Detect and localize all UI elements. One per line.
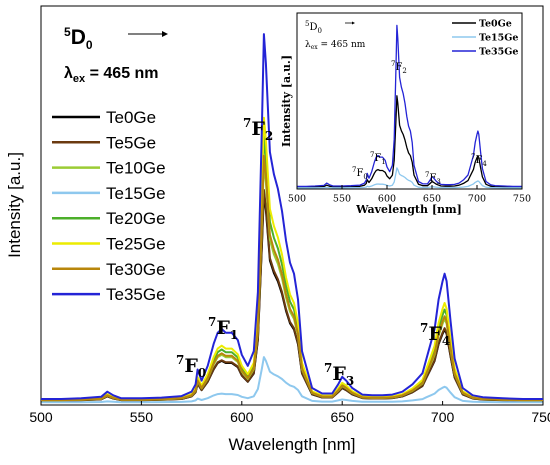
main-x-tick-label: 750 bbox=[531, 409, 550, 425]
main-legend-label: Te20Ge bbox=[106, 209, 166, 228]
main-series-group bbox=[41, 33, 543, 404]
main-legend-label: Te15Ge bbox=[106, 184, 166, 203]
inset-y-axis-label: Intensity [a.u.] bbox=[280, 55, 293, 147]
svg-text:7F2: 7F2 bbox=[391, 60, 407, 75]
main-annotation-7f1: 7F1 bbox=[208, 315, 238, 342]
main-legend-label: Te30Ge bbox=[106, 260, 166, 279]
svg-text:5D0: 5D0 bbox=[64, 25, 93, 52]
inset-x-tick-label: 650 bbox=[423, 194, 441, 205]
main-series-line-te15ge bbox=[41, 356, 543, 404]
main-annotation-7f4: 7F4 bbox=[420, 321, 450, 348]
svg-text:7F3: 7F3 bbox=[425, 171, 441, 186]
main-legend-label: Te10Ge bbox=[106, 159, 166, 178]
inset-x-ticks: 500 550 600 650 700 750 bbox=[288, 185, 531, 205]
main-series-line-te35ge bbox=[41, 33, 543, 400]
main-legend-label: Te5Ge bbox=[106, 133, 156, 152]
main-legend-label: Te35Ge bbox=[106, 285, 166, 304]
inset-excitation-state-label: 5D0 bbox=[305, 20, 322, 35]
inset-annotation-7f0: 7F0 bbox=[352, 166, 368, 181]
main-annotation-7f2: 7F2 bbox=[243, 116, 273, 143]
inset-series-group bbox=[297, 24, 522, 189]
main-x-tick-label: 650 bbox=[331, 409, 355, 425]
inset-legend-label: Te15Ge bbox=[479, 33, 518, 44]
main-plot-frame bbox=[40, 5, 544, 406]
main-series-line-te30ge bbox=[41, 154, 543, 402]
main-x-ticks: 500 550 600 650 700 750 bbox=[29, 401, 550, 425]
main-arrow-icon bbox=[128, 31, 168, 37]
main-y-axis-label: Intensity [a.u.] bbox=[5, 152, 24, 258]
inset-x-tick-label: 700 bbox=[468, 194, 486, 205]
svg-text:7F0: 7F0 bbox=[176, 353, 206, 380]
inset-annotation-7f2: 7F2 bbox=[391, 60, 407, 75]
main-annotation-7f3: 7F3 bbox=[324, 361, 354, 388]
svg-text:7F3: 7F3 bbox=[324, 361, 354, 388]
inset-annotation-7f4: 7F4 bbox=[471, 153, 487, 168]
main-legend-label: Te25Ge bbox=[106, 235, 166, 254]
main-x-tick-label: 500 bbox=[29, 409, 53, 425]
inset-excitation-label: λex = 465 nm bbox=[305, 40, 366, 51]
inset-plot-frame bbox=[296, 12, 523, 190]
main-excitation-state-label: 5D0 bbox=[64, 25, 93, 52]
svg-text:5D0: 5D0 bbox=[305, 20, 322, 35]
main-x-tick-label: 600 bbox=[230, 409, 254, 425]
inset-series-line-te35ge bbox=[297, 24, 522, 188]
inset-series-line-te15ge bbox=[297, 167, 522, 189]
inset-arrow-icon bbox=[345, 21, 355, 25]
inset-background bbox=[285, 8, 539, 216]
svg-text:7F4: 7F4 bbox=[420, 321, 450, 348]
inset-legend-label: Te35Ge bbox=[479, 47, 518, 58]
inset-series-line-te0ge bbox=[297, 95, 522, 188]
main-x-tick-label: 700 bbox=[431, 409, 455, 425]
inset-x-tick-label: 750 bbox=[513, 194, 531, 205]
main-legend-label: Te0Ge bbox=[106, 108, 156, 127]
inset-x-tick-label: 600 bbox=[378, 194, 396, 205]
main-excitation-label: λex = 465 nm bbox=[64, 65, 159, 85]
inset-annotation-7f3: 7F3 bbox=[425, 171, 441, 186]
inset-x-tick-label: 550 bbox=[333, 194, 351, 205]
inset-x-axis-label: Wavelength [nm] bbox=[355, 203, 462, 216]
inset-legend-label: Te0Ge bbox=[479, 19, 512, 30]
svg-text:7F1: 7F1 bbox=[208, 315, 238, 342]
inset-x-tick-label: 500 bbox=[288, 194, 306, 205]
main-annotation-7f0: 7F0 bbox=[176, 353, 206, 380]
main-legend: Te0Ge Te5Ge Te10Ge Te15Ge Te20Ge Te25Ge Te30Ge… bbox=[52, 108, 166, 304]
svg-text:7F1: 7F1 bbox=[370, 151, 386, 166]
svg-text:7F2: 7F2 bbox=[243, 116, 273, 143]
inset-legend: Te0Ge Te15Ge Te35Ge bbox=[452, 19, 518, 58]
svg-text:7F0: 7F0 bbox=[352, 166, 368, 181]
svg-text:7F4: 7F4 bbox=[471, 153, 487, 168]
main-x-tick-label: 550 bbox=[130, 409, 154, 425]
inset-annotation-7f1: 7F1 bbox=[370, 151, 386, 166]
main-x-axis-label: Wavelength [nm] bbox=[229, 435, 356, 454]
